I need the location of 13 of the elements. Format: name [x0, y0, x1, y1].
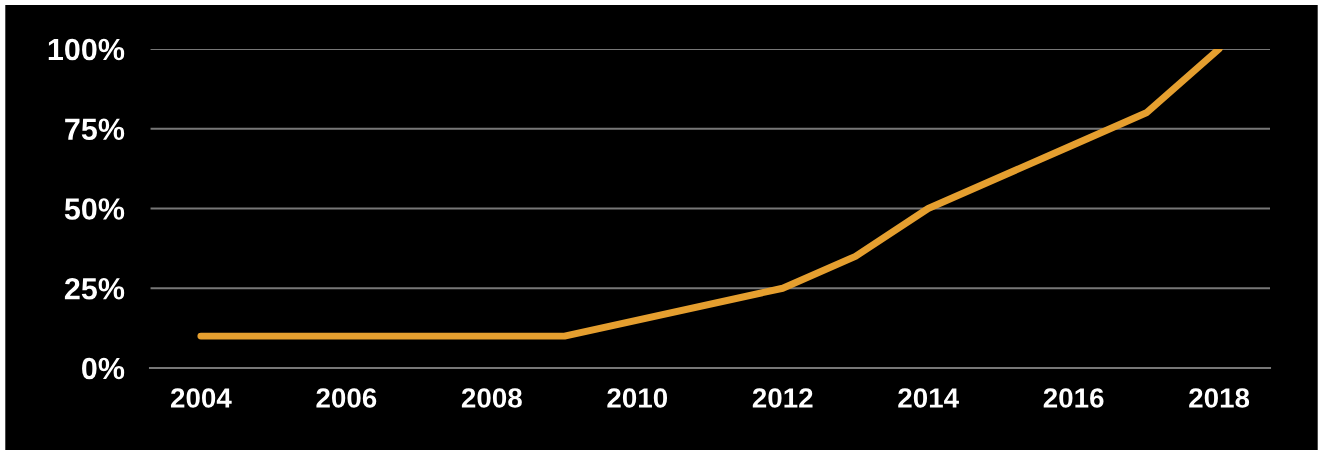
x-tick-label: 2014 [898, 388, 959, 408]
x-tick-label: 2008 [461, 388, 522, 408]
x-tick-label: 2012 [752, 388, 813, 408]
x-tick-label: 2006 [316, 388, 377, 408]
y-tick-label: 75% [65, 118, 125, 141]
y-tick-label: 100% [48, 38, 125, 61]
x-tick-label: 2016 [1043, 388, 1104, 408]
y-tick-label: 50% [64, 198, 125, 220]
y-tick-label: 0% [82, 357, 125, 380]
x-tick-label: 2018 [1189, 388, 1250, 408]
x-tick-label: 2004 [170, 388, 232, 408]
y-tick-label: 25% [64, 277, 125, 300]
x-tick-label: 2010 [607, 388, 668, 408]
